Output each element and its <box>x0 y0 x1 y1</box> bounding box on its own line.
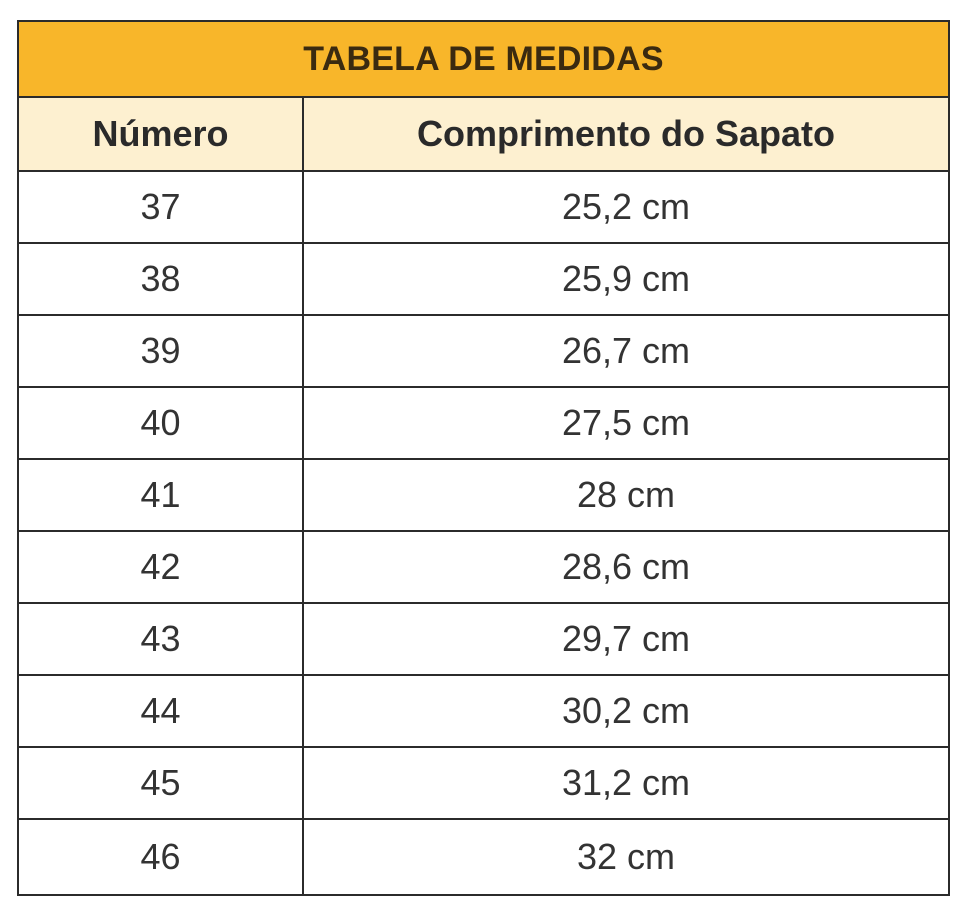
size-number-cell: 38 <box>19 244 304 314</box>
shoe-length-cell: 31,2 cm <box>561 762 691 803</box>
size-number-cell: 39 <box>19 316 304 386</box>
table-row: 37 25,2 cm <box>19 172 948 244</box>
table-row: 39 26,7 cm <box>19 316 948 388</box>
size-number-cell: 43 <box>19 604 304 674</box>
size-number-cell: 37 <box>19 172 304 242</box>
size-number-cell: 40 <box>19 388 304 458</box>
size-number-cell: 44 <box>19 676 304 746</box>
size-number-cell: 41 <box>19 460 304 530</box>
table-row: 42 28,6 cm <box>19 532 948 604</box>
table-row: 38 25,9 cm <box>19 244 948 316</box>
size-number-cell: 42 <box>19 532 304 602</box>
table-row: 43 29,7 cm <box>19 604 948 676</box>
header-number: Número <box>19 98 304 170</box>
table-row: 40 27,5 cm <box>19 388 948 460</box>
table-row: 45 31,2 cm <box>19 748 948 820</box>
table-row: 41 28 cm <box>19 460 948 532</box>
shoe-length-cell: 26,7 cm <box>561 330 691 371</box>
size-table: TABELA DE MEDIDAS Número Comprimento do … <box>17 20 950 896</box>
shoe-length-cell: 25,2 cm <box>561 186 691 227</box>
shoe-length-cell: 27,5 cm <box>561 402 691 443</box>
header-shoe-length: Comprimento do Sapato <box>416 113 835 154</box>
shoe-length-cell: 28,6 cm <box>561 546 691 587</box>
table-row: 46 32 cm <box>19 820 948 894</box>
shoe-length-cell: 28 cm <box>576 474 676 515</box>
size-number-cell: 46 <box>19 820 304 894</box>
shoe-length-cell: 30,2 cm <box>561 690 691 731</box>
size-number-cell: 45 <box>19 748 304 818</box>
shoe-length-cell: 29,7 cm <box>561 618 691 659</box>
shoe-length-cell: 32 cm <box>576 836 676 877</box>
shoe-length-cell: 25,9 cm <box>561 258 691 299</box>
table-title: TABELA DE MEDIDAS <box>19 22 948 98</box>
table-row: 44 30,2 cm <box>19 676 948 748</box>
table-header-row: Número Comprimento do Sapato <box>19 98 948 172</box>
